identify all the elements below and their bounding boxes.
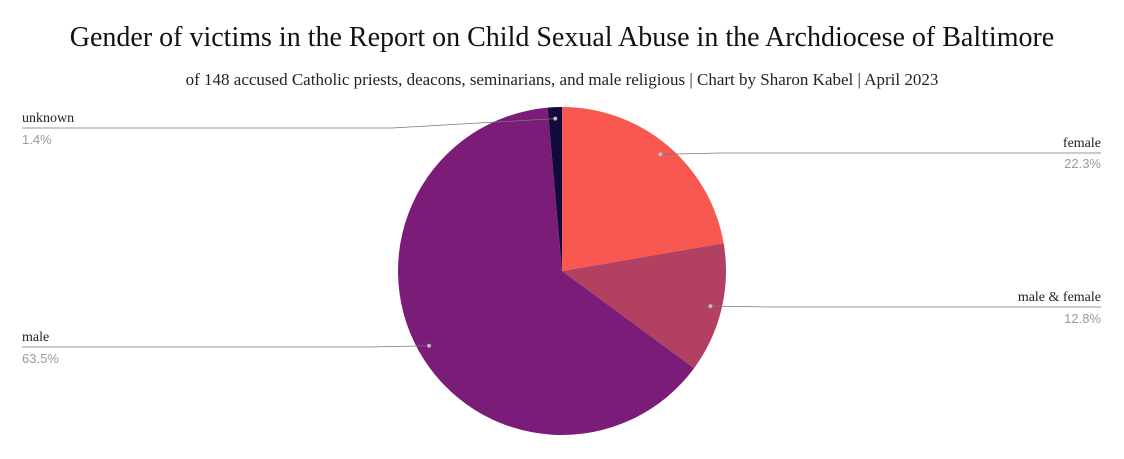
slice-label-female: female [1063,136,1101,151]
leader-line-male-female [710,305,1101,308]
pie-slice-female [562,107,724,271]
leader-dot-male [427,343,432,348]
pie-slice-male-female [562,243,726,369]
slice-label-male: male [22,330,49,345]
leader-lines [22,116,1101,348]
chart-subtitle: of 148 accused Catholic priests, deacons… [185,70,939,89]
slice-value-male-female: 12.8% [1064,311,1101,326]
slice-value-unknown: 1.4% [22,132,52,147]
pie-slice-male [398,107,695,435]
pie-slice-unknown [547,107,562,271]
leader-line-male [22,345,430,348]
leader-dot-unknown [553,116,558,121]
slice-label-unknown: unknown [22,111,74,126]
slice-labels: female 22.3% male & female 12.8% male 63.5% un… [22,111,1101,366]
leader-dot-female [658,152,663,157]
leader-line-female [660,152,1101,155]
slice-label-male-female: male & female [1018,290,1101,305]
leader-dot-male-female [708,304,713,309]
pie-slices [398,107,726,435]
slice-value-female: 22.3% [1064,156,1101,171]
chart-title: Gender of victims in the Report on Child… [69,22,1055,53]
leader-line-unknown [22,118,556,129]
slice-value-male: 63.5% [22,351,59,366]
